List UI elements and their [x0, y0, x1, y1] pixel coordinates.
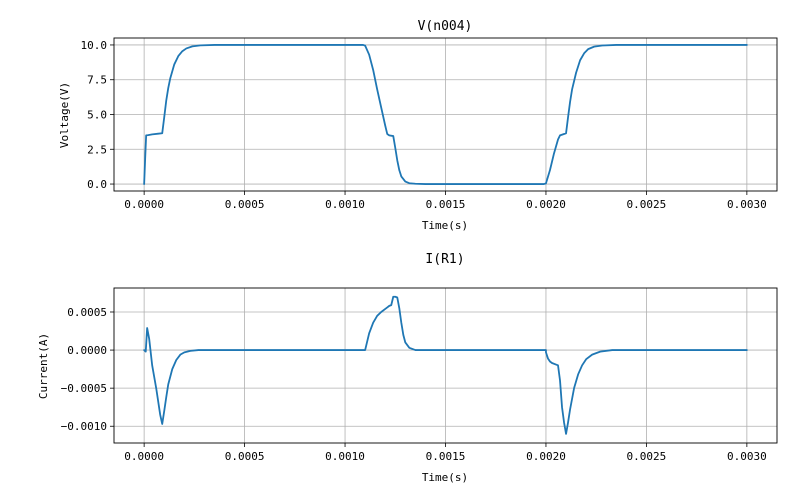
current-y-tick-label: 0.0005 [67, 306, 107, 319]
current-x-tick-label: 0.0000 [124, 450, 164, 463]
current-plot-title: I(R1) [425, 252, 464, 267]
current-x-tick-label: 0.0020 [526, 450, 566, 463]
current-grid [114, 288, 777, 443]
current-x-tick-label: 0.0015 [426, 450, 466, 463]
voltage-x-tick-label: 0.0025 [627, 198, 667, 211]
voltage-y-tick-label: 5.0 [87, 109, 107, 122]
voltage-y-tick-label: 2.5 [87, 143, 107, 156]
voltage-x-tick-label: 0.0010 [325, 198, 365, 211]
voltage-x-tick-label: 0.0015 [426, 198, 466, 211]
current-y-tick-label: −0.0010 [61, 420, 107, 433]
current-y-axis-label: Current(A) [37, 333, 50, 399]
voltage-y-tick-label: 10.0 [81, 39, 108, 52]
voltage-x-tick-label: 0.0000 [124, 198, 164, 211]
current-x-tick-label: 0.0025 [627, 450, 667, 463]
current-y-tick-label: −0.0005 [61, 382, 107, 395]
voltage-y-axis-label: Voltage(V) [58, 82, 71, 148]
current-ticks: 0.0000 0.0005 0.0010 0.0015 0.0020 0.0025 0.00… [61, 306, 767, 463]
current-x-tick-label: 0.0005 [225, 450, 265, 463]
voltage-x-axis-label: Time(s) [422, 219, 468, 232]
current-series-line [143, 295, 748, 435]
voltage-y-tick-label: 7.5 [87, 74, 107, 87]
voltage-ticks: 0.0000 0.0005 0.0010 0.0015 0.0020 0.0025 0.00… [81, 39, 767, 211]
voltage-x-tick-label: 0.0005 [225, 198, 265, 211]
voltage-series [143, 44, 748, 185]
voltage-subplot: V(n004) 0.0000 0.0005 0.0010 0.0015 0.0020 0.… [58, 19, 778, 232]
current-series [143, 295, 748, 435]
voltage-y-tick-label: 0.0 [87, 178, 107, 191]
current-subplot: I(R1) 0.0000 0.0005 0.0010 0.0015 0.0020 0.00… [37, 252, 778, 484]
voltage-x-tick-label: 0.0030 [727, 198, 767, 211]
current-x-tick-label: 0.0030 [727, 450, 767, 463]
current-x-tick-label: 0.0010 [325, 450, 365, 463]
current-x-axis-label: Time(s) [422, 471, 468, 484]
voltage-plot-title: V(n004) [418, 19, 473, 34]
current-y-tick-label: 0.0000 [67, 344, 107, 357]
voltage-x-tick-label: 0.0020 [526, 198, 566, 211]
voltage-series-line [143, 44, 748, 185]
